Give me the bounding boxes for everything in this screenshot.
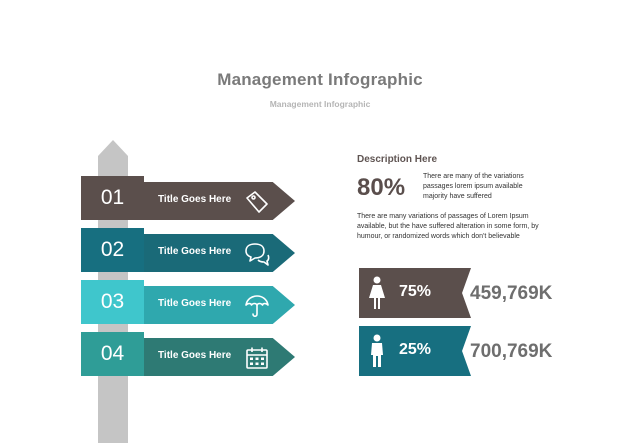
sign-title-3: Title Goes Here (158, 298, 232, 309)
highlight-percent: 80% (357, 174, 406, 201)
sign-title-1: Title Goes Here (158, 194, 232, 205)
sign-arrow-1 (136, 182, 295, 220)
sign-row-2: 02 Title Goes Here (81, 228, 297, 272)
page-title: Management Infographic (217, 70, 423, 89)
sign-row-1: 01 Title Goes Here (81, 176, 297, 220)
signpost-pole-tip (98, 140, 128, 156)
stat-percent-male: 25% (399, 341, 432, 358)
sign-number-3: 03 (81, 280, 144, 324)
stat-banner-male: 25% (359, 326, 471, 376)
page-subtitle: Management Infographic (269, 99, 371, 109)
male-icon (371, 334, 383, 367)
sign-row-4: 04 Title Goes Here (81, 332, 297, 376)
tag-icon (246, 191, 268, 213)
stat-value-female: 459,769K (470, 283, 553, 304)
sign-arrow-2 (136, 234, 295, 272)
sign-title-4: Title Goes Here (158, 350, 232, 361)
calendar-icon (246, 347, 268, 369)
sign-title-2: Title Goes Here (158, 246, 232, 257)
umbrella-icon (245, 295, 269, 318)
stat-banner-female: 75% (359, 268, 471, 318)
stat-value-male: 700,769K (470, 341, 553, 362)
sign-number-1: 01 (81, 176, 144, 220)
stat-percent-female: 75% (399, 283, 432, 300)
chat-icon (245, 243, 270, 266)
sign-row-3: 03 Title Goes Here (81, 280, 297, 324)
female-icon (369, 276, 385, 309)
highlight-text: There are many of the variations passage… (423, 173, 524, 200)
sign-arrow-4 (136, 338, 295, 376)
description-paragraph: There are many variations of passages of… (357, 213, 539, 240)
description-heading: Description Here (357, 154, 438, 165)
sign-number-2: 02 (81, 228, 144, 272)
sign-number-4: 04 (81, 332, 144, 376)
